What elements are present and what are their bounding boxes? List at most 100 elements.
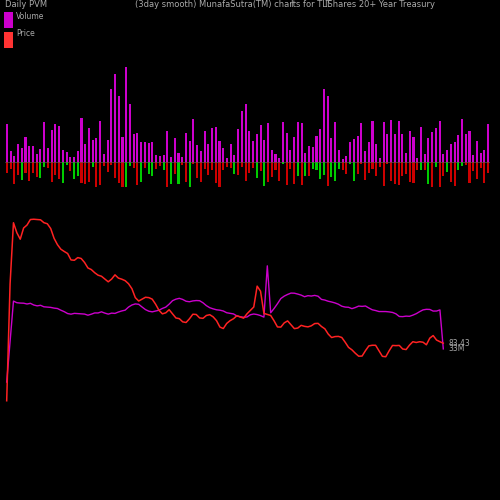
Bar [375,144,377,163]
Bar [409,132,411,162]
Bar [50,162,52,182]
Bar [390,162,392,182]
Bar [188,162,190,187]
Bar [290,150,292,162]
Bar [394,162,396,184]
Text: Volume: Volume [16,12,44,22]
Bar [241,111,243,162]
Bar [181,162,183,165]
Bar [431,132,433,162]
Bar [144,142,146,163]
Bar [43,122,45,162]
Bar [208,144,210,162]
Bar [50,130,52,162]
Bar [32,162,34,172]
Bar [472,154,474,162]
Bar [73,162,75,179]
Bar [170,158,172,162]
Bar [4,32,13,48]
Bar [353,138,355,162]
Bar [382,162,384,186]
Bar [379,158,381,162]
Bar [17,162,19,175]
Bar [293,136,295,162]
Bar [487,162,489,173]
Bar [226,162,228,167]
Bar [368,142,370,163]
Bar [110,162,112,164]
Bar [28,162,30,181]
Bar [428,162,430,184]
Bar [252,142,254,163]
Bar [338,150,340,162]
Bar [110,89,112,162]
Bar [148,143,150,163]
Bar [140,162,142,182]
Bar [476,162,478,180]
Bar [58,162,60,179]
Bar [428,138,430,162]
Bar [215,162,217,184]
Bar [152,162,154,176]
Bar [300,162,302,185]
Bar [446,150,448,162]
Bar [274,162,276,170]
Bar [32,146,34,162]
Bar [84,162,86,184]
Bar [234,154,235,162]
Bar [286,133,288,162]
Bar [132,162,134,168]
Bar [66,162,68,166]
Bar [402,162,404,176]
Bar [323,89,325,162]
Bar [84,144,86,163]
Bar [405,162,407,173]
Bar [28,146,30,162]
Bar [472,162,474,171]
Bar [442,162,444,176]
Bar [70,162,71,171]
Bar [54,124,56,162]
Bar [438,162,440,186]
Bar [136,132,138,162]
Bar [267,162,269,182]
Bar [442,154,444,162]
Bar [468,162,470,183]
Bar [342,162,344,170]
Bar [10,162,12,169]
Bar [386,134,388,162]
Bar [218,162,220,186]
Text: Price: Price [16,30,35,38]
Bar [118,96,120,162]
Bar [326,96,328,162]
Bar [73,157,75,162]
Bar [70,156,71,162]
Bar [412,136,414,162]
Bar [308,146,310,162]
Bar [353,162,355,181]
Bar [66,152,68,162]
Bar [424,162,426,170]
Bar [58,126,60,162]
Bar [114,162,116,178]
Bar [454,162,456,186]
Bar [316,136,318,162]
Bar [304,162,306,175]
Bar [360,162,362,164]
Bar [106,162,108,172]
Text: (3day smooth) MunafaSutra(TM) charts for TLT: (3day smooth) MunafaSutra(TM) charts for… [135,0,331,9]
Bar [476,141,478,163]
Bar [122,162,124,187]
Bar [420,128,422,162]
Bar [487,124,489,162]
Bar [346,162,348,174]
Bar [88,128,90,162]
Bar [256,134,258,162]
Bar [129,162,131,166]
Bar [208,162,210,174]
Bar [461,118,463,162]
Bar [230,144,232,163]
Bar [454,142,456,163]
Bar [62,150,64,162]
Bar [92,162,94,166]
